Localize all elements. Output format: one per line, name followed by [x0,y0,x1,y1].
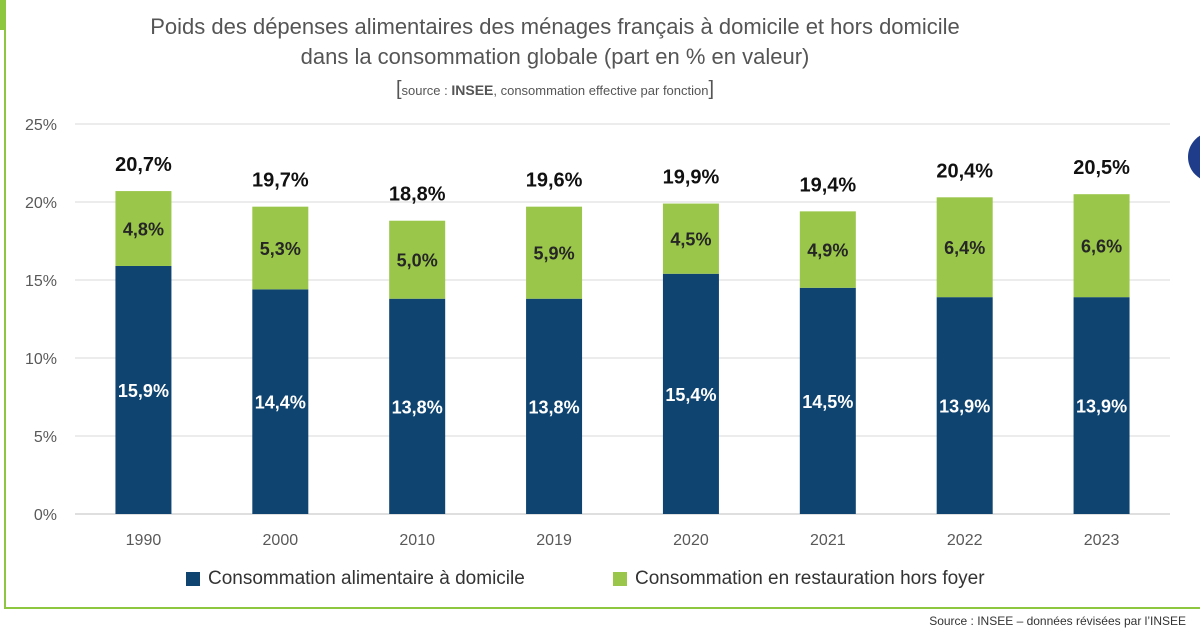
bar-domicile-1990 [115,265,172,514]
x-axis-ticks: 1990 2000 2010 2019 2020 2021 2022 2023 [126,532,1120,549]
chart-frame [4,0,1200,609]
bar-domicile-2010 [389,298,446,514]
footer-source: Source : INSEE – données révisées par l’… [929,614,1186,628]
source-rest: , consommation effective par fonction [493,83,709,98]
bar-domicile-2019 [526,298,583,514]
bar-hors-foyer-1990 [115,191,172,266]
x-tick-label: 2023 [1084,532,1120,549]
data-label-hors-foyer: 4,8% [123,220,164,240]
legend-item-hors-foyer: Consommation en restauration hors foyer [613,568,985,590]
x-tick-label: 2022 [947,532,983,549]
data-label-domicile: 13,9% [939,397,990,417]
bar-hors-foyer-2023 [1073,194,1130,298]
data-label-total: 19,6% [526,170,583,192]
grid-lines [75,123,1170,515]
data-label-domicile: 13,8% [529,397,580,417]
data-label-hors-foyer: 5,9% [534,244,575,264]
data-label-total: 20,5% [1073,157,1130,179]
bar-hors-foyer-2022 [936,197,993,298]
source-org: INSEE [451,82,494,98]
x-tick-label: 2021 [810,532,846,549]
data-label-total: 18,8% [389,184,446,206]
accent-bar [0,0,4,30]
data-label-domicile: 15,4% [665,385,716,405]
legend-item-domicile: Consommation alimentaire à domicile [186,568,525,590]
legend: Consommation alimentaire à domicile Cons… [0,568,1200,596]
data-labels: 15,9% 4,8% 20,7% 14,4% 5,3% 19,7% 13,8% 5,0% 18,… [115,154,1130,417]
chart-title-line-2: dans la consommation globale (part en % … [300,44,810,69]
data-label-hors-foyer: 6,4% [944,238,985,258]
bar-hors-foyer-2021 [799,211,856,288]
y-tick-label: 10% [25,351,57,368]
data-label-domicile: 13,9% [1076,397,1127,417]
data-label-total: 20,4% [936,160,993,182]
x-tick-label: 2000 [263,532,299,549]
source-prefix: source : [401,83,452,98]
bar-hors-foyer-2010 [389,220,446,299]
data-label-hors-foyer: 6,6% [1081,237,1122,257]
data-label-total: 19,4% [799,174,856,196]
bars [115,191,1130,514]
chart-title: Poids des dépenses alimentaires des ména… [40,12,1070,72]
data-label-domicile: 15,9% [118,381,169,401]
y-axis-ticks: 0% 5% 10% 15% 20% 25% [25,117,57,524]
chart-title-line-1: Poids des dépenses alimentaires des ména… [150,14,960,39]
data-label-domicile: 14,5% [802,392,853,412]
data-label-domicile: 14,4% [255,393,306,413]
data-label-domicile: 13,8% [392,397,443,417]
data-label-total: 19,9% [663,167,720,189]
y-tick-label: 0% [34,507,57,524]
bar-domicile-2021 [799,287,856,514]
y-tick-label: 5% [34,429,57,446]
legend-label-domicile: Consommation alimentaire à domicile [208,568,525,589]
y-tick-label: 25% [25,117,57,134]
x-tick-label: 1990 [126,532,162,549]
bar-hors-foyer-2020 [662,203,719,274]
globe-logo-fragment [1188,132,1200,182]
legend-label-hors-foyer: Consommation en restauration hors foyer [635,568,985,589]
data-label-hors-foyer: 5,0% [397,251,438,271]
source-bracket-close: ] [708,78,715,100]
stacked-bar-chart: 0% 5% 10% 15% 20% 25% 15,9% 4,8% 20,7% 14,4% 5,3%… [25,117,1170,549]
bar-domicile-2000 [252,289,309,514]
legend-swatch-domicile [186,572,200,586]
data-label-total: 19,7% [252,170,309,192]
y-tick-label: 20% [25,195,57,212]
data-label-total: 20,7% [115,154,172,176]
x-tick-label: 2010 [399,532,435,549]
x-tick-label: 2020 [673,532,709,549]
bar-hors-foyer-2019 [526,206,583,299]
data-label-hors-foyer: 4,5% [670,230,711,250]
x-tick-label: 2019 [536,532,572,549]
bar-domicile-2020 [662,273,719,514]
bar-hors-foyer-2000 [252,206,309,290]
bar-domicile-2023 [1073,297,1130,514]
legend-swatch-hors-foyer [613,572,627,586]
data-label-hors-foyer: 4,9% [807,241,848,261]
bar-domicile-2022 [936,297,993,514]
data-label-hors-foyer: 5,3% [260,239,301,259]
y-tick-label: 15% [25,273,57,290]
source-bracket-open: [ [395,78,402,100]
chart-subtitle-source: [source : INSEE, consommation effective … [40,78,1070,102]
